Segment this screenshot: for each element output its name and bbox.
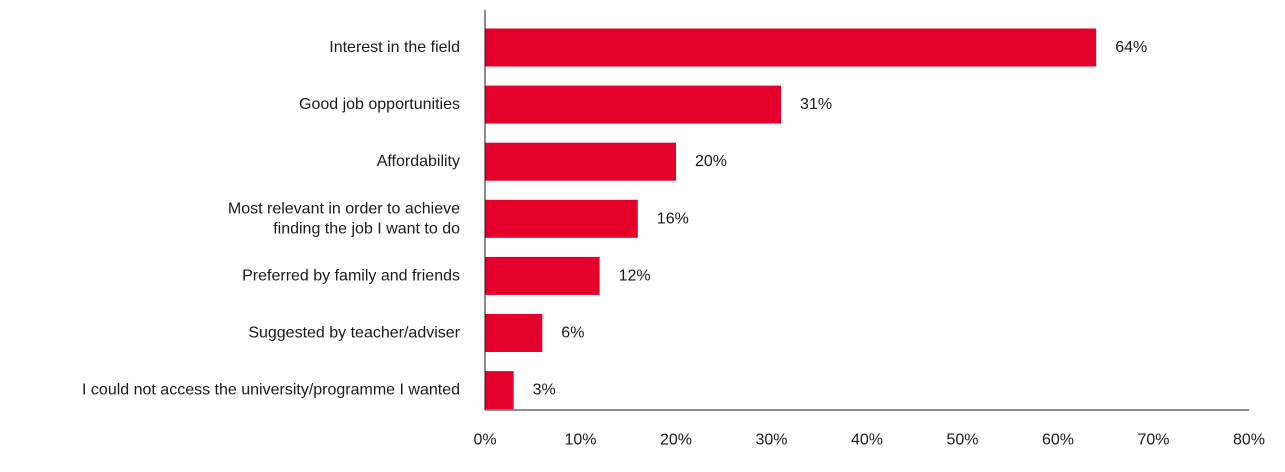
x-tick-label: 80% — [1233, 432, 1265, 449]
data-labels-group: 64% 31% 20% 16% 12% 6% 3% — [533, 39, 1148, 399]
x-tick-label: 0% — [473, 432, 496, 449]
x-tick-label: 50% — [946, 432, 978, 449]
x-tick-label: 70% — [1137, 432, 1169, 449]
category-label: Affordability — [377, 153, 460, 170]
bars-group — [485, 28, 1097, 410]
axes-group — [484, 10, 1249, 411]
data-label: 64% — [1115, 39, 1147, 56]
bar-6 — [485, 371, 514, 410]
bar-4 — [485, 256, 600, 295]
category-label-line: I could not access the university/progra… — [82, 382, 460, 399]
category-label-line: Suggested by teacher/adviser — [248, 325, 460, 342]
data-label: 16% — [657, 210, 689, 227]
category-label-line: Preferred by family and friends — [242, 267, 460, 284]
x-tick-label: 10% — [564, 432, 596, 449]
bar-0 — [485, 28, 1097, 67]
category-label: Preferred by family and friends — [242, 267, 460, 284]
bar-3 — [485, 199, 638, 238]
category-label: Interest in the field — [329, 39, 460, 56]
category-label-line: Affordability — [377, 153, 460, 170]
x-tick-label: 30% — [755, 432, 787, 449]
category-label: Good job opportunities — [299, 96, 460, 113]
x-tick-label: 60% — [1042, 432, 1074, 449]
category-label: Suggested by teacher/adviser — [248, 325, 460, 342]
category-label: Most relevant in order to achieve finding… — [228, 200, 460, 237]
data-label: 31% — [800, 96, 832, 113]
category-labels-group: Interest in the field Good job opportunit… — [82, 39, 461, 399]
category-label-line: Interest in the field — [329, 39, 460, 56]
bar-2 — [485, 142, 676, 181]
category-label-line: finding the job I want to do — [273, 220, 460, 237]
x-tick-label: 40% — [851, 432, 883, 449]
bar-5 — [485, 314, 543, 352]
tick-labels-group: 0% 10% 20% 30% 40% 50% 60% 70% 80% — [473, 432, 1265, 449]
data-label: 6% — [561, 325, 584, 342]
category-label: I could not access the university/progra… — [82, 382, 460, 399]
data-label: 3% — [533, 382, 556, 399]
x-tick-label: 20% — [660, 432, 692, 449]
data-label: 20% — [695, 153, 727, 170]
data-label: 12% — [619, 267, 651, 284]
bar-1 — [485, 85, 782, 124]
category-label-line: Most relevant in order to achieve — [228, 200, 460, 217]
category-label-line: Good job opportunities — [299, 96, 460, 113]
